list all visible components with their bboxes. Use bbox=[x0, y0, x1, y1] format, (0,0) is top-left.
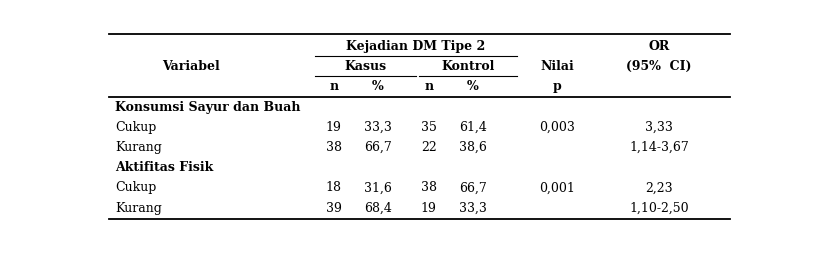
Text: 0,001: 0,001 bbox=[540, 181, 575, 194]
Text: Nilai: Nilai bbox=[541, 60, 574, 73]
Text: Kurang: Kurang bbox=[115, 141, 162, 154]
Text: 19: 19 bbox=[326, 121, 342, 134]
Text: 19: 19 bbox=[420, 202, 437, 215]
Text: Kasus: Kasus bbox=[344, 60, 386, 73]
Text: 18: 18 bbox=[326, 181, 342, 194]
Text: OR: OR bbox=[648, 40, 669, 53]
Text: 61,4: 61,4 bbox=[459, 121, 487, 134]
Text: (95%  CI): (95% CI) bbox=[626, 60, 691, 73]
Text: 1,10-2,50: 1,10-2,50 bbox=[629, 202, 689, 215]
Text: %: % bbox=[467, 80, 479, 93]
Text: 33,3: 33,3 bbox=[364, 121, 392, 134]
Text: Variabel: Variabel bbox=[162, 60, 220, 73]
Text: 35: 35 bbox=[420, 121, 437, 134]
Text: n: n bbox=[329, 80, 338, 93]
Text: Kurang: Kurang bbox=[115, 202, 162, 215]
Text: 2,23: 2,23 bbox=[645, 181, 672, 194]
Text: 31,6: 31,6 bbox=[364, 181, 392, 194]
Text: Kontrol: Kontrol bbox=[442, 60, 495, 73]
Text: 39: 39 bbox=[326, 202, 342, 215]
Text: Aktifitas Fisik: Aktifitas Fisik bbox=[115, 161, 213, 174]
Text: 66,7: 66,7 bbox=[364, 141, 392, 154]
Text: 66,7: 66,7 bbox=[459, 181, 487, 194]
Text: Cukup: Cukup bbox=[115, 181, 156, 194]
Text: 3,33: 3,33 bbox=[645, 121, 672, 134]
Text: 33,3: 33,3 bbox=[459, 202, 487, 215]
Text: 38,6: 38,6 bbox=[459, 141, 487, 154]
Text: n: n bbox=[425, 80, 434, 93]
Text: p: p bbox=[553, 80, 562, 93]
Text: 38: 38 bbox=[420, 181, 437, 194]
Text: Konsumsi Sayur dan Buah: Konsumsi Sayur dan Buah bbox=[115, 101, 300, 114]
Text: Kejadian DM Tipe 2: Kejadian DM Tipe 2 bbox=[347, 40, 486, 53]
Text: 1,14-3,67: 1,14-3,67 bbox=[629, 141, 689, 154]
Text: 68,4: 68,4 bbox=[364, 202, 392, 215]
Text: 22: 22 bbox=[420, 141, 437, 154]
Text: 38: 38 bbox=[326, 141, 342, 154]
Text: Cukup: Cukup bbox=[115, 121, 156, 134]
Text: %: % bbox=[372, 80, 384, 93]
Text: 0,003: 0,003 bbox=[540, 121, 575, 134]
